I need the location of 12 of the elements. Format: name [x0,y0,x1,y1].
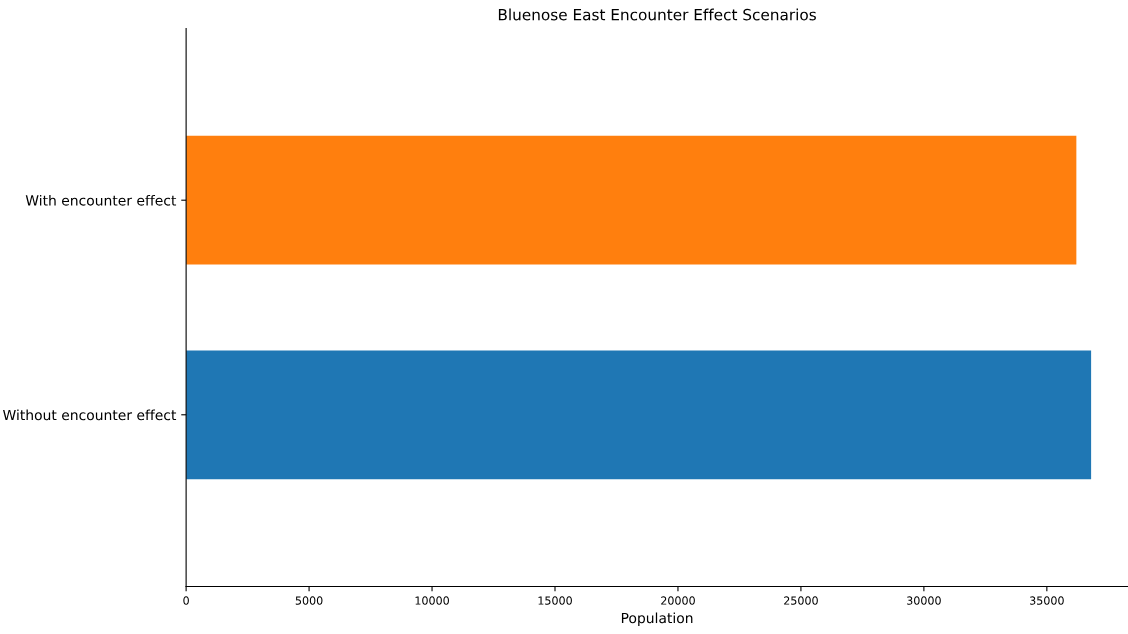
x-axis-title: Population [621,612,693,626]
x-tick-label: 10000 [415,596,449,605]
chart-title: Bluenose East Encounter Effect Scenarios [498,8,816,21]
x-tick-label: 25000 [784,596,818,605]
x-tick-label: 30000 [907,596,941,605]
x-tick-label: 5000 [295,596,323,605]
x-tick-label: 20000 [661,596,695,605]
y-tick-label: Without encounter effect [3,409,177,421]
y-tick-label: With encounter effect [25,194,177,206]
x-tick-label: 35000 [1030,596,1064,605]
x-tick-label: 0 [183,596,189,605]
x-tick-label: 15000 [538,596,572,605]
